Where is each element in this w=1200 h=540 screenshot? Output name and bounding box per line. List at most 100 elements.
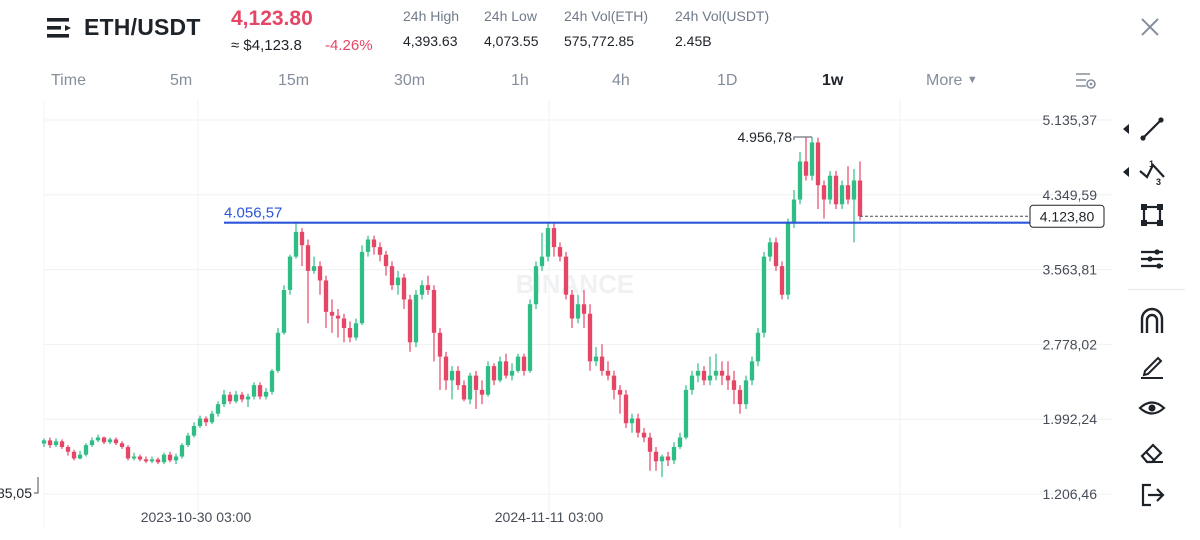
y-tick-label: 5.135,37	[1043, 112, 1098, 128]
candle	[131, 452, 137, 461]
candle-body	[779, 266, 785, 295]
candle	[635, 413, 641, 438]
expand-arrow-icon[interactable]	[1123, 167, 1131, 177]
candle-body	[401, 277, 407, 300]
candle-body	[671, 447, 677, 461]
candle-body	[521, 356, 527, 371]
tab-more[interactable]: More ▼	[926, 72, 978, 90]
candle	[227, 391, 233, 405]
candle-body	[365, 239, 371, 252]
candle-body	[545, 228, 551, 257]
svg-text:1: 1	[1149, 159, 1154, 169]
candle-body	[239, 394, 245, 400]
candle	[707, 356, 713, 386]
candle-body	[167, 454, 173, 461]
candle	[197, 415, 203, 428]
candle-body	[185, 435, 191, 446]
candle	[557, 242, 563, 262]
candle	[461, 380, 467, 402]
candle-body	[161, 454, 167, 463]
indicator-lines-icon[interactable]	[1137, 244, 1167, 274]
candle-body	[119, 443, 125, 448]
candle-body	[431, 289, 437, 333]
candle-body	[761, 256, 767, 333]
candle	[815, 137, 821, 210]
candle-body	[755, 332, 761, 362]
chart-grid	[43, 100, 1112, 528]
tab-30m[interactable]: 30m	[394, 72, 426, 89]
candle	[551, 222, 557, 257]
candle-body	[701, 370, 707, 381]
rectangle-tool-icon[interactable]	[1137, 200, 1167, 230]
candle-body	[131, 456, 137, 459]
tab-4h[interactable]: 4h	[612, 72, 630, 89]
candle	[779, 261, 785, 300]
candle	[65, 445, 71, 456]
tab-1w[interactable]: 1w	[822, 72, 844, 89]
candle-body	[647, 437, 653, 452]
candle-body	[497, 361, 503, 381]
candle	[503, 353, 509, 379]
y-tick-label: 1.206,46	[1043, 486, 1098, 502]
eraser-icon[interactable]	[1137, 437, 1167, 467]
candle-body	[623, 394, 629, 424]
exit-icon[interactable]	[1137, 480, 1167, 510]
tab-1h[interactable]: 1h	[511, 72, 529, 89]
tab-1d[interactable]: 1D	[717, 72, 738, 89]
tab-15m[interactable]: 15m	[278, 72, 310, 89]
candle-body	[293, 231, 299, 257]
candle-body	[173, 456, 179, 461]
magnet-icon[interactable]	[1137, 306, 1167, 336]
candle-body	[461, 385, 467, 400]
tab-5m[interactable]: 5m	[170, 72, 193, 89]
candle	[605, 361, 611, 381]
expand-arrow-icon[interactable]	[1123, 124, 1131, 134]
more-label: More	[926, 72, 963, 89]
candle	[671, 442, 677, 465]
candle	[743, 375, 749, 409]
candle-body	[593, 356, 599, 362]
candle-body	[719, 370, 725, 376]
candle-body	[509, 370, 515, 376]
pair-title[interactable]: ETH/USDT	[84, 14, 201, 40]
candle	[473, 370, 479, 409]
stat-value: 2.45B	[675, 33, 712, 49]
candle	[275, 328, 281, 373]
candle	[179, 443, 185, 459]
candle	[437, 328, 443, 390]
candle-body	[287, 256, 293, 290]
candle	[485, 361, 491, 397]
tab-time[interactable]: Time	[51, 72, 86, 89]
chart-settings-icon[interactable]	[1075, 71, 1097, 91]
candle	[203, 416, 209, 427]
candle-body	[515, 356, 521, 371]
fibonacci-icon[interactable]: 1 3	[1137, 157, 1167, 187]
candle	[137, 454, 143, 462]
menu-icon[interactable]	[47, 17, 73, 39]
close-icon[interactable]	[1140, 17, 1160, 37]
stat-24h-vol-eth: 24h Vol(ETH) 575,772.85	[564, 8, 648, 49]
candle	[467, 372, 473, 405]
candle	[785, 218, 791, 300]
eye-icon[interactable]	[1137, 393, 1167, 423]
candle	[47, 437, 53, 448]
candle-body	[257, 385, 263, 397]
candle-body	[203, 418, 209, 423]
candle-body	[107, 439, 113, 443]
candle-body	[89, 440, 95, 446]
candles	[41, 137, 863, 478]
candlestick-chart[interactable]: BINANCE 4.056,57 4.123,80 4.956,78 1.385,05…	[0, 100, 1115, 540]
horizontal-line-label: 4.056,57	[224, 205, 282, 222]
candle	[761, 251, 767, 338]
candle	[77, 450, 83, 460]
x-tick-label: 2023-10-30 03:00	[141, 509, 252, 525]
candle-body	[725, 375, 731, 381]
caret-down-icon: ▼	[966, 74, 978, 86]
candle	[293, 222, 299, 259]
candle	[599, 344, 605, 376]
y-tick-label: 1.992,24	[1043, 411, 1098, 427]
pencil-icon[interactable]	[1137, 350, 1167, 380]
candle	[269, 368, 275, 395]
candle-body	[299, 231, 305, 246]
trend-line-icon[interactable]	[1137, 114, 1167, 144]
